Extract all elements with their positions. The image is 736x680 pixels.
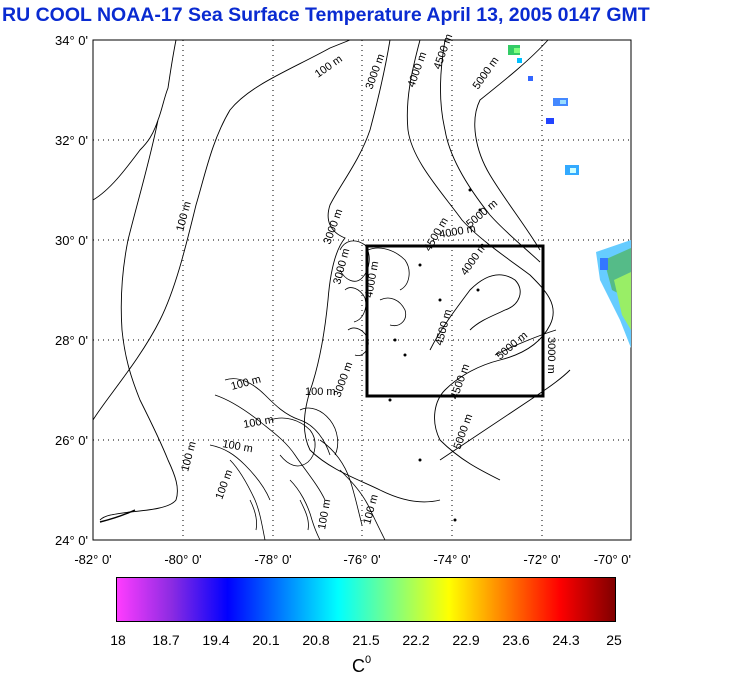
contour-label: 5000 m [452, 412, 476, 451]
unit-base: C [352, 656, 365, 676]
contour-label: 100 m [242, 414, 274, 431]
colorbar-tick: 20.1 [252, 632, 280, 648]
florida-keys [99, 509, 136, 523]
contour-label: 3000 m [322, 207, 346, 246]
contour-labels: 100 m 3000 m 4000 m 4500 m 5000 m 100 m … [174, 32, 557, 530]
lat-label: 32° 0' [55, 133, 88, 148]
colorbar-tick: 21.5 [352, 632, 380, 648]
florida-coastline [92, 39, 178, 521]
contour-4500m [429, 39, 541, 351]
colorbar-tick: 22.2 [402, 632, 430, 648]
colorbar-tick: 25 [606, 632, 622, 648]
contour-label: 100 m [221, 438, 253, 455]
contour-label: 100 m [305, 386, 336, 398]
contour-5000m [439, 39, 571, 461]
lat-label: 30° 0' [55, 233, 88, 248]
longitude-labels: -82° 0' -80° 0' -78° 0' -76° 0' -74° 0' … [74, 552, 631, 567]
colorbar-tick: 18 [110, 632, 126, 648]
contour-label: 100 m [179, 440, 199, 473]
grid-lines [93, 40, 631, 540]
colorbar-unit: C0 [352, 654, 372, 677]
contour-label: 3000 m [545, 337, 557, 374]
colorbar-tick: 23.6 [502, 632, 530, 648]
contour-label: 100 m [174, 200, 194, 233]
study-area-box [365, 244, 545, 398]
shelf-contour-100m [92, 39, 351, 421]
colorbar-tick: 18.7 [152, 632, 180, 648]
latitude-labels: 34° 0' 32° 0' 30° 0' 28° 0' 26° 0' 24° 0… [55, 33, 88, 548]
lat-label: 26° 0' [55, 433, 88, 448]
lon-label: -82° 0' [74, 552, 111, 567]
lon-label: -72° 0' [523, 552, 560, 567]
lat-label: 28° 0' [55, 333, 88, 348]
contour-label: 100 m [214, 468, 236, 501]
temperature-colorbar [116, 577, 616, 622]
lon-label: -78° 0' [254, 552, 291, 567]
lat-label: 24° 0' [55, 533, 88, 548]
contour-label: 4000 m [406, 50, 430, 89]
contour-label: 100 m [230, 373, 263, 393]
contour-label: 100 m [316, 498, 333, 530]
contour-label: 4500 m [433, 308, 454, 347]
contour-4000m [406, 39, 554, 481]
colorbar-tick: 20.8 [302, 632, 330, 648]
islands [388, 188, 482, 522]
colorbar-tick: 19.4 [202, 632, 230, 648]
lat-label: 34° 0' [55, 33, 88, 48]
sst-data-patches [508, 45, 631, 348]
contour-label: 100 m [313, 53, 345, 80]
bahamas-contours [209, 240, 410, 541]
lon-label: -80° 0' [164, 552, 201, 567]
lon-label: -74° 0' [433, 552, 470, 567]
lon-label: -76° 0' [343, 552, 380, 567]
unit-superscript: 0 [365, 654, 372, 666]
map-title: RU COOL NOAA-17 Sea Surface Temperature … [2, 4, 650, 26]
lon-label: -70° 0' [594, 552, 631, 567]
colorbar-tick: 24.3 [552, 632, 580, 648]
contour-3000m [303, 39, 441, 503]
contour-label: 5000 m [494, 330, 530, 363]
colorbar-tick: 22.9 [452, 632, 480, 648]
